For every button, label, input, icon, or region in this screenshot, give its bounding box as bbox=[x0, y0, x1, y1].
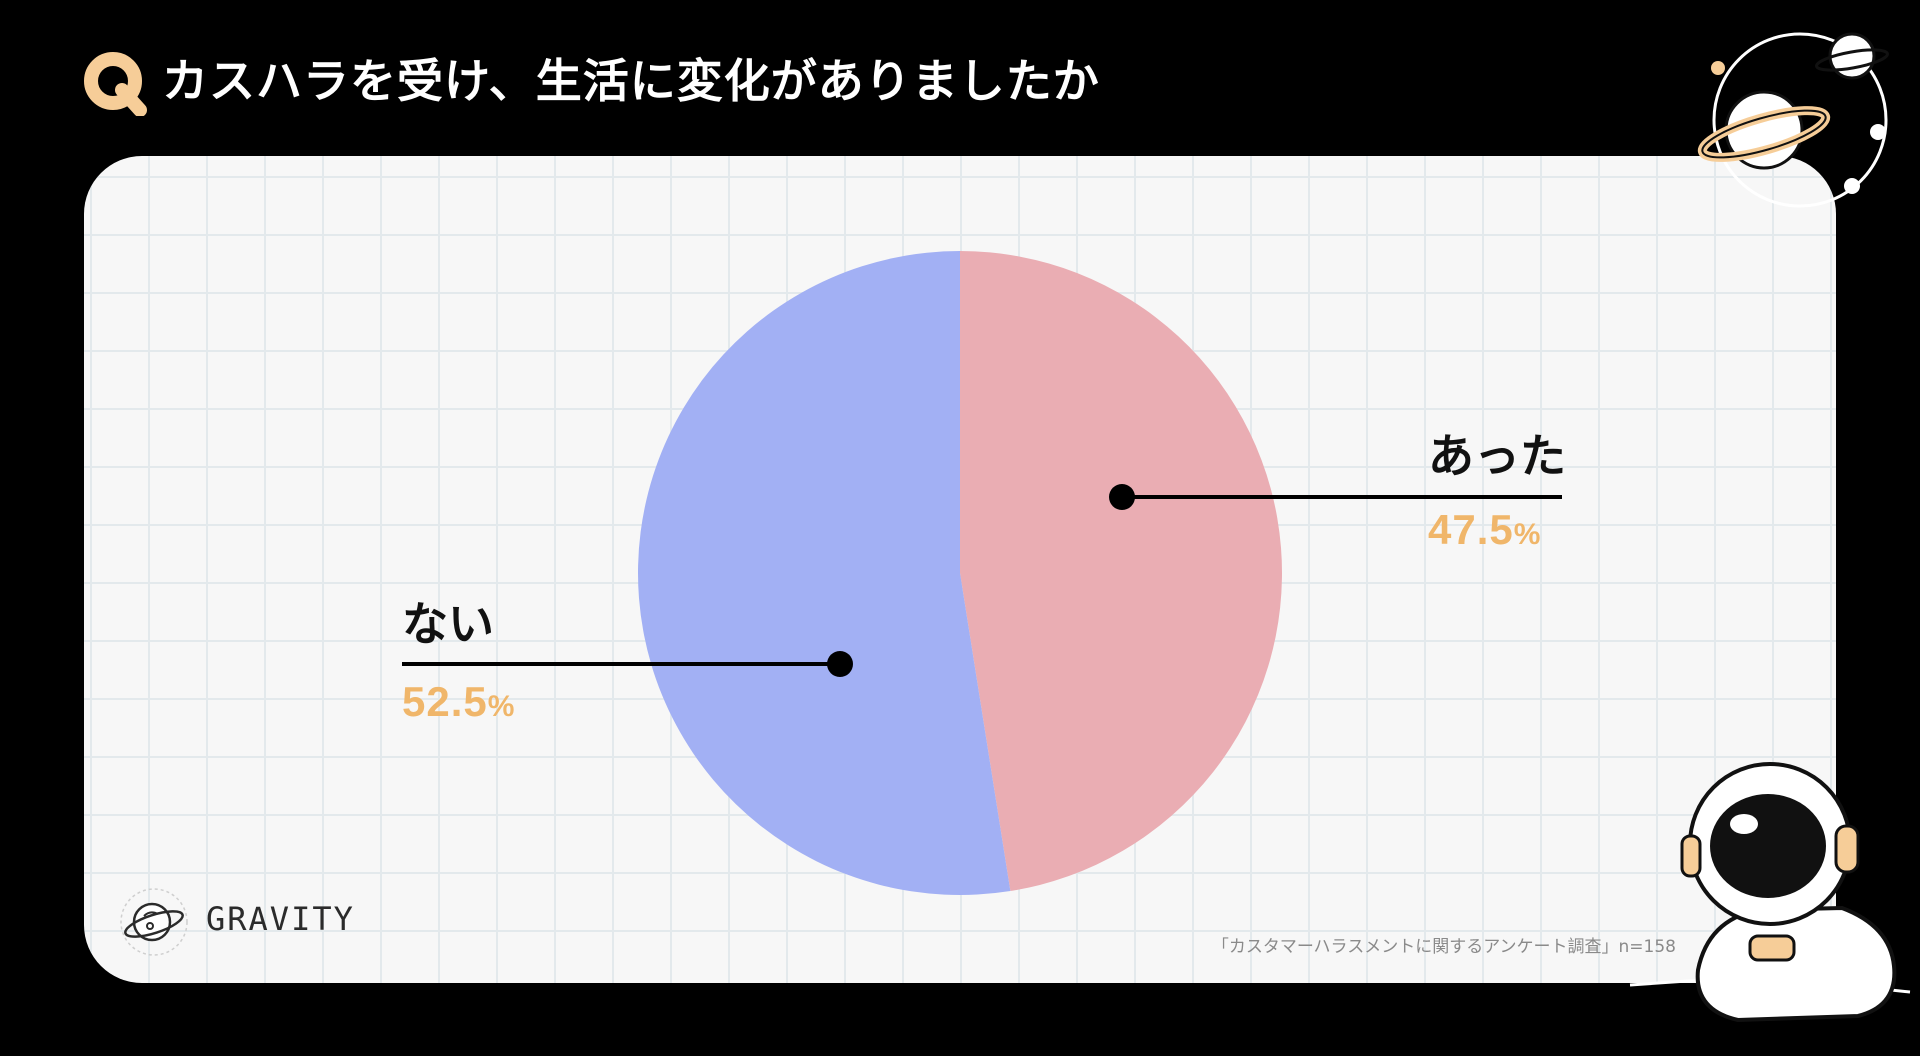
planets-decoration bbox=[1697, 32, 1889, 208]
slice-percent-nai: 52.5% bbox=[402, 678, 516, 725]
question-title: カスハラを受け、生活に変化がありましたか bbox=[162, 54, 1100, 108]
source-note: 「カスタマーハラスメントに関するアンケート調査」n=158 bbox=[1211, 937, 1676, 957]
leader-dot bbox=[1109, 484, 1135, 510]
slice-percent-atta: 47.5% bbox=[1428, 506, 1542, 553]
pie-slice-atta bbox=[960, 251, 1282, 892]
brand-name: GRAVITY bbox=[206, 900, 355, 938]
q-badge-icon bbox=[84, 52, 147, 116]
pie-slice-nai bbox=[637, 251, 1011, 895]
slice-label-nai: ない bbox=[402, 597, 494, 651]
slice-label-atta: あった bbox=[1428, 429, 1566, 483]
astronaut-illustration bbox=[1629, 762, 1911, 1023]
leader-dot bbox=[827, 651, 853, 677]
planet-logo-icon bbox=[120, 888, 188, 956]
